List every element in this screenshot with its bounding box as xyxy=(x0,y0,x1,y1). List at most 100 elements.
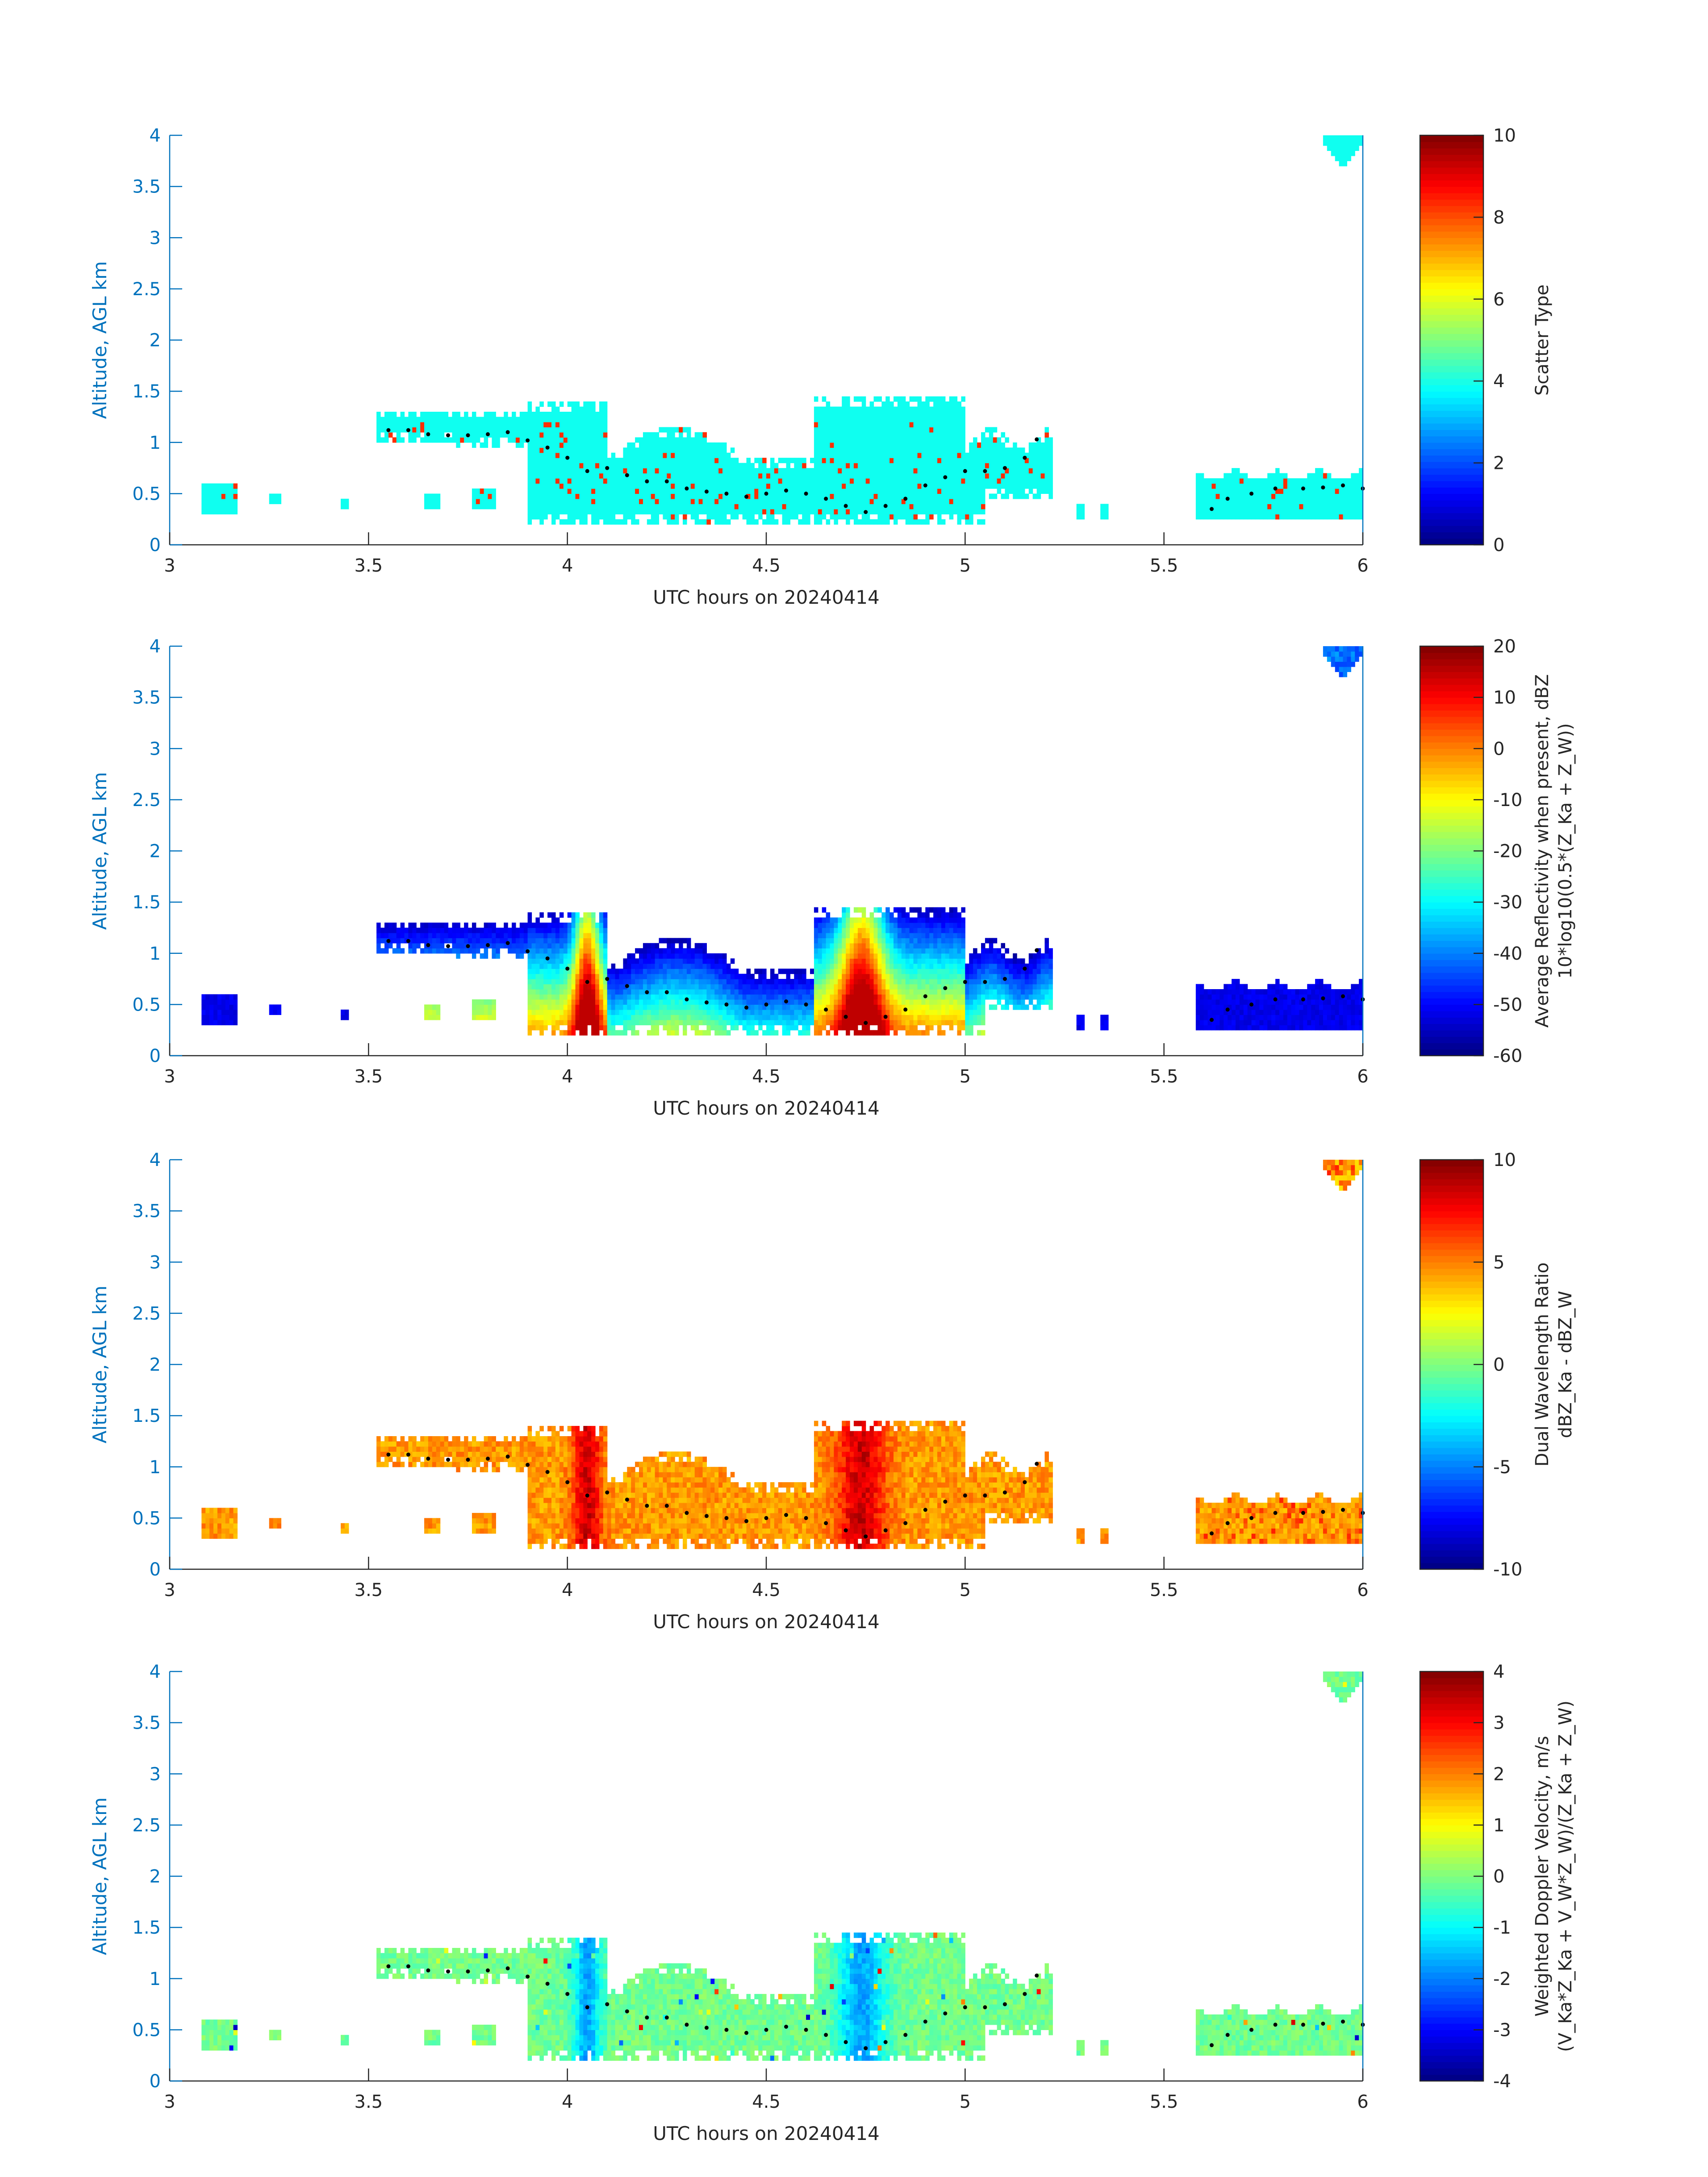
heatmap-cell xyxy=(830,953,834,959)
heatmap-cell xyxy=(543,1020,548,1025)
heatmap-cell xyxy=(543,504,548,510)
heatmap-cell xyxy=(961,432,965,438)
heatmap-cell xyxy=(404,422,409,427)
heatmap-cell xyxy=(822,928,827,933)
heatmap-cell xyxy=(1013,458,1017,464)
heatmap-cell xyxy=(655,994,660,1000)
heatmap-cell xyxy=(587,1009,592,1015)
heatmap-cell xyxy=(770,488,775,494)
heatmap-cell xyxy=(881,417,886,422)
heatmap-cell xyxy=(822,974,827,979)
heatmap-cell xyxy=(583,483,588,489)
heatmap-cell xyxy=(472,932,476,938)
heatmap-cell xyxy=(1017,473,1021,479)
heatmap-cell xyxy=(627,999,631,1005)
heatmap-cell xyxy=(853,406,858,412)
heatmap-cell xyxy=(671,452,675,458)
heatmap-cell xyxy=(424,928,429,933)
heatmap-cell xyxy=(555,948,560,954)
heatmap-cell xyxy=(663,437,667,443)
heatmap-cell xyxy=(639,1004,643,1010)
heatmap-cell xyxy=(786,969,790,974)
heatmap-cell xyxy=(476,422,480,427)
heatmap-cell xyxy=(861,447,866,453)
heatmap-cell xyxy=(846,442,850,448)
heatmap-cell xyxy=(623,488,627,494)
heatmap-cell xyxy=(1251,493,1256,499)
heatmap-cell xyxy=(690,1004,695,1010)
heatmap-cell xyxy=(667,994,671,1000)
heatmap-cell xyxy=(1271,478,1276,484)
heatmap-cell xyxy=(909,473,914,479)
heatmap-cell xyxy=(949,417,954,422)
heatmap-cell xyxy=(818,488,823,494)
heatmap-cell xyxy=(798,483,802,489)
heatmap-cell xyxy=(559,912,564,918)
heatmap-cell xyxy=(679,509,683,514)
heatmap-cell xyxy=(913,498,918,504)
heatmap-cell xyxy=(850,504,854,510)
heatmap-cell xyxy=(217,488,222,494)
heatmap-cell xyxy=(1347,509,1351,514)
heatmap-cell xyxy=(718,984,723,990)
heatmap-cell xyxy=(869,406,874,412)
heatmap-cell xyxy=(885,498,890,504)
heatmap-cell xyxy=(643,458,647,464)
heatmap-cell xyxy=(575,478,580,484)
heatmap-cell xyxy=(905,406,910,412)
heatmap-cell xyxy=(655,1030,660,1036)
heatmap-cell xyxy=(1236,514,1240,520)
heatmap-cell xyxy=(957,488,961,494)
heatmap-cell xyxy=(857,406,862,412)
heatmap-cell xyxy=(583,923,588,928)
heatmap-cell xyxy=(444,427,449,433)
heatmap-cell xyxy=(551,427,556,433)
heatmap-cell xyxy=(201,1015,206,1020)
heatmap-cell xyxy=(535,963,540,969)
heatmap-cell xyxy=(229,1020,234,1025)
heatmap-cell xyxy=(623,1009,627,1015)
heatmap-cell xyxy=(1315,473,1320,479)
heatmap-cell xyxy=(400,422,405,427)
heatmap-cell xyxy=(778,969,783,974)
heatmap-cell xyxy=(1021,452,1025,458)
heatmap-cell xyxy=(873,498,878,504)
heatmap-cell xyxy=(1199,509,1204,514)
heatmap-cell xyxy=(412,932,417,938)
heatmap-cell xyxy=(770,984,775,990)
heatmap-cell xyxy=(595,463,600,468)
heatmap-cell xyxy=(1017,458,1021,464)
heatmap-cell xyxy=(563,923,568,928)
heatmap-cell xyxy=(599,932,604,938)
heatmap-cell xyxy=(790,468,794,474)
heatmap-cell xyxy=(850,953,854,959)
heatmap-cell xyxy=(842,953,846,959)
heatmap-cell xyxy=(949,458,954,464)
heatmap-cell xyxy=(432,427,437,433)
heatmap-cell xyxy=(814,1025,819,1031)
heatmap-cell xyxy=(714,452,719,458)
heatmap-cell xyxy=(770,1009,775,1015)
heatmap-cell xyxy=(909,417,914,422)
heatmap-cell xyxy=(543,984,548,990)
heatmap-cell xyxy=(846,509,850,514)
heatmap-cell xyxy=(504,932,508,938)
heatmap-cell xyxy=(722,1004,727,1010)
heatmap-cell xyxy=(742,468,747,474)
heatmap-cell xyxy=(531,412,536,418)
heatmap-cell xyxy=(690,468,695,474)
heatmap-cell xyxy=(965,478,969,484)
heatmap-cell xyxy=(488,999,492,1005)
heatmap-cell xyxy=(702,509,707,514)
heatmap-cell xyxy=(603,498,608,504)
heatmap-cell xyxy=(567,417,572,422)
heatmap-cell xyxy=(643,468,647,474)
heatmap-cell xyxy=(750,493,755,499)
heatmap-cell xyxy=(1001,452,1005,458)
heatmap-cell xyxy=(583,974,588,979)
heatmap-cell xyxy=(679,938,683,944)
heatmap-cell xyxy=(675,447,679,453)
heatmap-cell xyxy=(1044,488,1049,494)
heatmap-cell xyxy=(766,984,771,990)
heatmap-cell xyxy=(830,948,834,954)
